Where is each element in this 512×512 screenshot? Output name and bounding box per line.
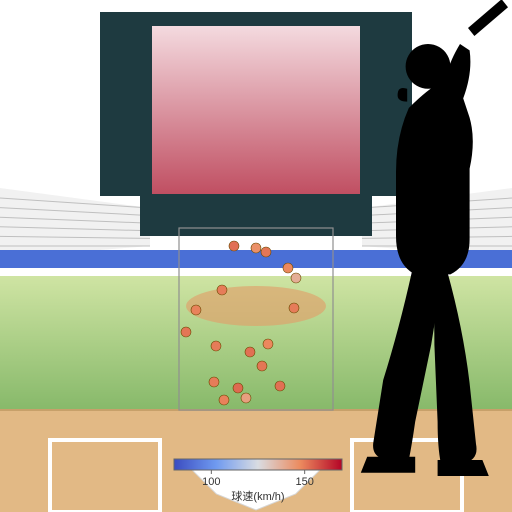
- pitch-marker: [251, 243, 261, 253]
- pitch-marker: [257, 361, 267, 371]
- pitch-marker: [191, 305, 201, 315]
- pitch-marker: [229, 241, 239, 251]
- pitch-marker: [233, 383, 243, 393]
- pitch-marker: [289, 303, 299, 313]
- scoreboard-screen: [152, 26, 360, 194]
- chart-root: 100 150 球速(km/h): [0, 0, 512, 512]
- pitch-marker: [291, 273, 301, 283]
- pitch-marker: [261, 247, 271, 257]
- colorbar: [174, 459, 342, 470]
- pitch-marker: [275, 381, 285, 391]
- pitch-marker: [219, 395, 229, 405]
- pitch-marker: [241, 393, 251, 403]
- colorbar-label: 球速(km/h): [231, 489, 284, 503]
- pitch-marker: [181, 327, 191, 337]
- pitch-marker: [245, 347, 255, 357]
- colorbar-tick-label: 150: [295, 476, 313, 488]
- pitch-marker: [217, 285, 227, 295]
- scoreboard-pillar: [140, 196, 372, 236]
- colorbar-tick-label: 100: [202, 476, 220, 488]
- pitch-marker: [263, 339, 273, 349]
- pitchers-mound: [186, 286, 326, 326]
- pitch-marker: [283, 263, 293, 273]
- pitch-marker: [209, 377, 219, 387]
- pitch-marker: [211, 341, 221, 351]
